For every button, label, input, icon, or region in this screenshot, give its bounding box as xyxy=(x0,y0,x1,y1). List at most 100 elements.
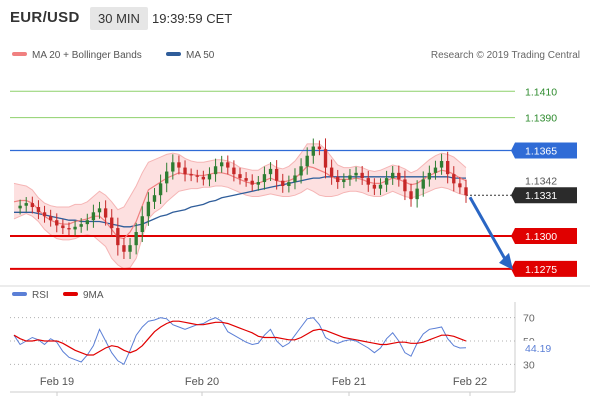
ma20-swatch xyxy=(12,52,27,57)
level-tag-bg xyxy=(515,109,577,126)
ma9-swatch xyxy=(63,292,78,297)
level-tag-bg xyxy=(511,227,577,244)
candle-up xyxy=(128,245,132,252)
ma20-value-label: 1.1342 xyxy=(525,176,557,188)
candle-down xyxy=(250,180,254,185)
candle-up xyxy=(421,179,425,189)
date-label: Feb 22 xyxy=(453,376,487,388)
candle-down xyxy=(238,174,242,179)
last-price-label: 1.1331 xyxy=(525,190,557,202)
candle-down xyxy=(189,174,193,176)
candle-up xyxy=(73,226,77,230)
ma9-legend-label: 9MA xyxy=(83,290,104,301)
candle-up xyxy=(219,162,224,167)
candle-down xyxy=(372,184,377,189)
candle-up xyxy=(24,203,28,206)
candle-down xyxy=(464,187,468,196)
candle-up xyxy=(152,195,157,202)
candle-up xyxy=(391,172,395,179)
candle-up xyxy=(158,183,163,196)
instrument-title: EUR/USD xyxy=(10,9,80,26)
rsi-swatch xyxy=(12,292,27,297)
forecast-arrow-shaft xyxy=(468,196,508,262)
candle-down xyxy=(55,220,59,226)
candle-up xyxy=(85,220,89,225)
ma50-line xyxy=(14,176,466,228)
level-tag-bg xyxy=(511,142,577,159)
candle-down xyxy=(323,149,328,168)
candle-up xyxy=(79,224,83,227)
date-label: Feb 20 xyxy=(185,376,219,388)
ma50-swatch xyxy=(166,52,181,57)
candle-up xyxy=(140,216,144,233)
level-tag-bg xyxy=(511,260,577,277)
candle-up xyxy=(213,166,218,175)
candle-up xyxy=(262,174,267,183)
candle-up xyxy=(311,146,315,156)
candle-down xyxy=(360,172,364,179)
chart-header: EUR/USD 30 MIN 19:39:59 CET xyxy=(0,0,590,37)
level-tag-label: 1.1410 xyxy=(525,86,557,98)
candle-down xyxy=(232,167,236,175)
rsi-tick-label: 70 xyxy=(523,313,535,325)
candle-down xyxy=(366,178,370,185)
candle-up xyxy=(134,232,138,246)
candle-down xyxy=(122,245,126,252)
candle-up xyxy=(384,178,389,185)
rsi-legend-label: RSI xyxy=(32,290,49,301)
candle-up xyxy=(18,205,22,209)
ma50-legend-label: MA 50 xyxy=(186,50,215,61)
copyright-notice: Research © 2019 Trading Central xyxy=(430,50,580,61)
candle-up xyxy=(342,179,346,183)
last-price-tag xyxy=(511,187,577,204)
level-tag-label: 1.1300 xyxy=(525,231,557,243)
candle-up xyxy=(415,188,419,200)
candle-down xyxy=(445,161,450,175)
candle-down xyxy=(403,179,407,192)
candle-down xyxy=(452,174,456,184)
candle-down xyxy=(67,228,71,230)
rsi-value-bg xyxy=(518,340,560,355)
candle-up xyxy=(427,172,432,180)
rsi-current-value: 44.19 xyxy=(525,343,551,355)
candle-down xyxy=(274,168,279,181)
candle-down xyxy=(30,203,35,208)
forecast-arrow-head xyxy=(499,252,513,270)
candle-down xyxy=(329,167,334,177)
candle-down xyxy=(201,176,206,180)
candle-down xyxy=(195,175,199,177)
candle-up xyxy=(433,167,438,173)
candle-up xyxy=(97,208,102,213)
legend-item-ma50: MA 50 xyxy=(166,50,214,61)
candle-up xyxy=(305,155,309,167)
candle-up xyxy=(171,162,175,172)
candle-down xyxy=(42,212,47,217)
candle-down xyxy=(183,167,187,175)
rsi-tick-label: 30 xyxy=(523,359,535,371)
legend-item-9ma: 9MA xyxy=(63,290,104,301)
candle-down xyxy=(397,172,401,180)
candle-down xyxy=(177,162,181,168)
legend-item-rsi: RSI xyxy=(12,290,49,301)
candle-up xyxy=(91,212,96,221)
timeframe-selector[interactable]: 30 MIN xyxy=(90,7,148,30)
date-label: Feb 21 xyxy=(332,376,366,388)
candle-up xyxy=(354,172,358,176)
candle-up xyxy=(299,166,303,176)
candle-down xyxy=(48,216,53,221)
candle-down xyxy=(61,225,65,229)
candle-down xyxy=(36,207,41,213)
candle-down xyxy=(317,146,322,150)
candle-down xyxy=(281,180,285,186)
legend-item-ma20: MA 20 + Bollinger Bands xyxy=(12,50,142,61)
candle-up xyxy=(256,182,261,185)
level-tag-label: 1.1390 xyxy=(525,113,557,125)
level-tag-label: 1.1275 xyxy=(525,264,557,276)
candle-down xyxy=(116,228,120,246)
ma20-legend-label: MA 20 + Bollinger Bands xyxy=(32,50,142,61)
candle-down xyxy=(458,183,462,188)
candle-down xyxy=(103,208,108,218)
candle-down xyxy=(226,162,230,168)
server-time: 19:39:59 CET xyxy=(152,11,233,26)
rsi-9ma-line xyxy=(13,320,467,356)
